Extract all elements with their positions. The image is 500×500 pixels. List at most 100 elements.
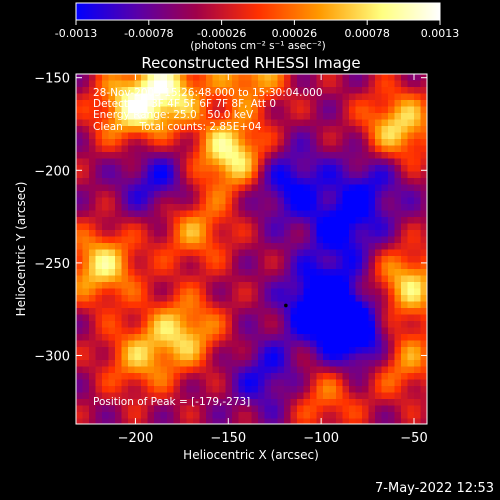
heatmap-cell [102, 288, 110, 296]
heatmap-cell [134, 204, 142, 212]
heatmap-cell [121, 74, 129, 82]
heatmap-cell [362, 126, 370, 134]
heatmap-cell [271, 379, 279, 387]
heatmap-cell [310, 327, 318, 335]
heatmap-cell [349, 204, 357, 212]
heatmap-cell [316, 113, 324, 121]
heatmap-cell [297, 288, 305, 296]
heatmap-cell [108, 119, 116, 127]
heatmap-cell [128, 288, 136, 296]
heatmap-cell [82, 340, 90, 348]
heatmap-cell [108, 399, 116, 407]
heatmap-cell [167, 353, 175, 361]
heatmap-cell [134, 295, 142, 303]
colorbar-tick-label: -0.00026 [197, 27, 246, 40]
heatmap-cell [245, 295, 253, 303]
heatmap-cell [420, 236, 427, 244]
heatmap-cell [115, 256, 123, 264]
heatmap-cell [329, 243, 337, 251]
heatmap-cell [141, 353, 149, 361]
heatmap-cell [310, 230, 318, 238]
heatmap-cell [401, 126, 409, 134]
heatmap-cell [76, 100, 84, 108]
heatmap-cell [362, 412, 370, 420]
heatmap-cell [238, 184, 246, 192]
heatmap-cell [82, 230, 90, 238]
heatmap-cell [329, 282, 337, 290]
heatmap-cell [95, 256, 103, 264]
heatmap-cell [82, 113, 90, 121]
heatmap-cell [180, 197, 188, 205]
heatmap-cell [115, 314, 123, 322]
heatmap-cell [323, 100, 331, 108]
heatmap-cell [310, 210, 318, 218]
heatmap-cell [173, 171, 181, 179]
heatmap-cell [232, 256, 240, 264]
heatmap-cell [284, 113, 292, 121]
heatmap-cell [303, 106, 311, 114]
heatmap-cell [232, 353, 240, 361]
heatmap-cell [375, 347, 383, 355]
heatmap-cell [420, 152, 427, 160]
heatmap-cell [180, 243, 188, 251]
heatmap-cell [297, 321, 305, 329]
heatmap-cell [76, 210, 84, 218]
heatmap-cell [407, 386, 415, 394]
heatmap-cell [310, 106, 318, 114]
heatmap-cell [355, 301, 363, 309]
heatmap-cell [414, 230, 422, 238]
heatmap-cell [76, 295, 84, 303]
heatmap-cell [323, 165, 331, 173]
heatmap-cell [342, 249, 350, 257]
heatmap-cell [290, 145, 298, 153]
heatmap-cell [284, 282, 292, 290]
heatmap-cell [342, 93, 350, 101]
heatmap-cell [232, 178, 240, 186]
heatmap-cell [336, 119, 344, 127]
heatmap-cell [108, 217, 116, 225]
heatmap-cell [388, 353, 396, 361]
heatmap-cell [420, 386, 427, 394]
heatmap-cell [388, 132, 396, 140]
heatmap-cell [407, 295, 415, 303]
heatmap-cell [271, 282, 279, 290]
heatmap-cell [349, 373, 357, 381]
heatmap-cell [95, 210, 103, 218]
heatmap-cell [160, 145, 168, 153]
heatmap-cell [193, 132, 201, 140]
heatmap-cell [102, 340, 110, 348]
heatmap-cell [316, 87, 324, 95]
heatmap-cell [381, 405, 389, 413]
heatmap-cell [414, 256, 422, 264]
heatmap-cell [225, 165, 233, 173]
heatmap-cell [407, 171, 415, 179]
heatmap-cell [271, 197, 279, 205]
heatmap-cell [141, 360, 149, 368]
heatmap-cell [264, 178, 272, 186]
heatmap-cell [186, 178, 194, 186]
heatmap-cell [167, 334, 175, 342]
heatmap-cell [381, 178, 389, 186]
heatmap-cell [186, 340, 194, 348]
heatmap-cell [310, 288, 318, 296]
heatmap-cell [115, 204, 123, 212]
heatmap-cell [108, 210, 116, 218]
heatmap-cell [368, 178, 376, 186]
heatmap-cell [316, 418, 324, 424]
heatmap-cell [180, 230, 188, 238]
heatmap-cell [199, 321, 207, 329]
heatmap-cell [323, 295, 331, 303]
heatmap-cell [264, 399, 272, 407]
heatmap-cell [336, 223, 344, 231]
heatmap-cell [251, 243, 259, 251]
heatmap-cell [342, 269, 350, 277]
heatmap-cell [141, 74, 149, 82]
heatmap-cell [115, 262, 123, 270]
heatmap-cell [329, 74, 337, 82]
heatmap-cell [349, 353, 357, 361]
heatmap-cell [251, 217, 259, 225]
heatmap-cell [173, 308, 181, 316]
heatmap-cell [303, 236, 311, 244]
heatmap-cell [323, 236, 331, 244]
heatmap-cell [173, 204, 181, 212]
